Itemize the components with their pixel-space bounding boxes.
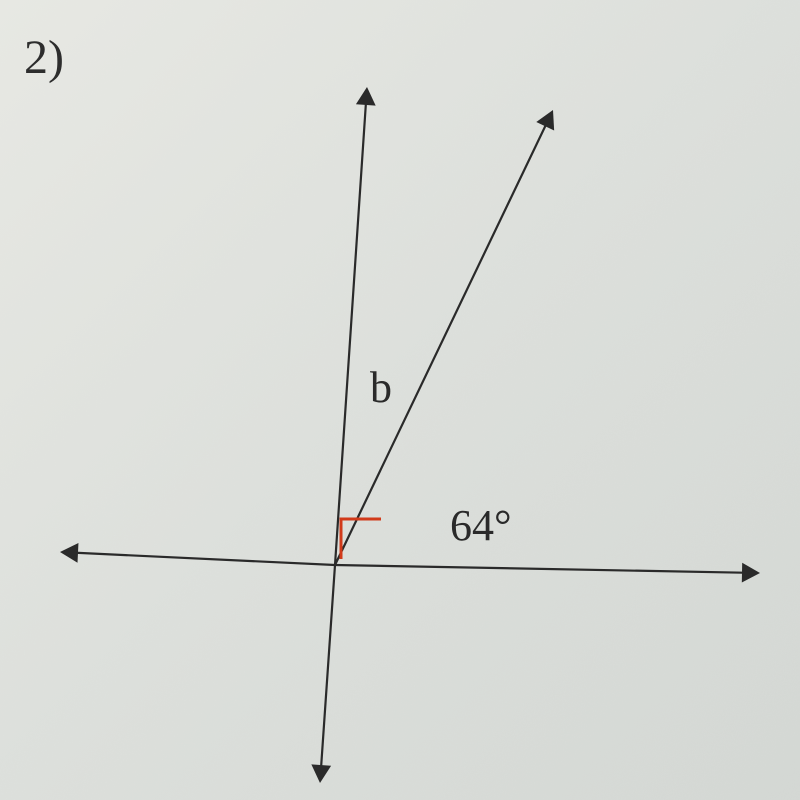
angle-diagram	[0, 0, 800, 800]
angle-label-64: 64°	[450, 500, 512, 551]
angle-label-b: b	[370, 362, 392, 413]
paper-grain	[0, 0, 800, 800]
